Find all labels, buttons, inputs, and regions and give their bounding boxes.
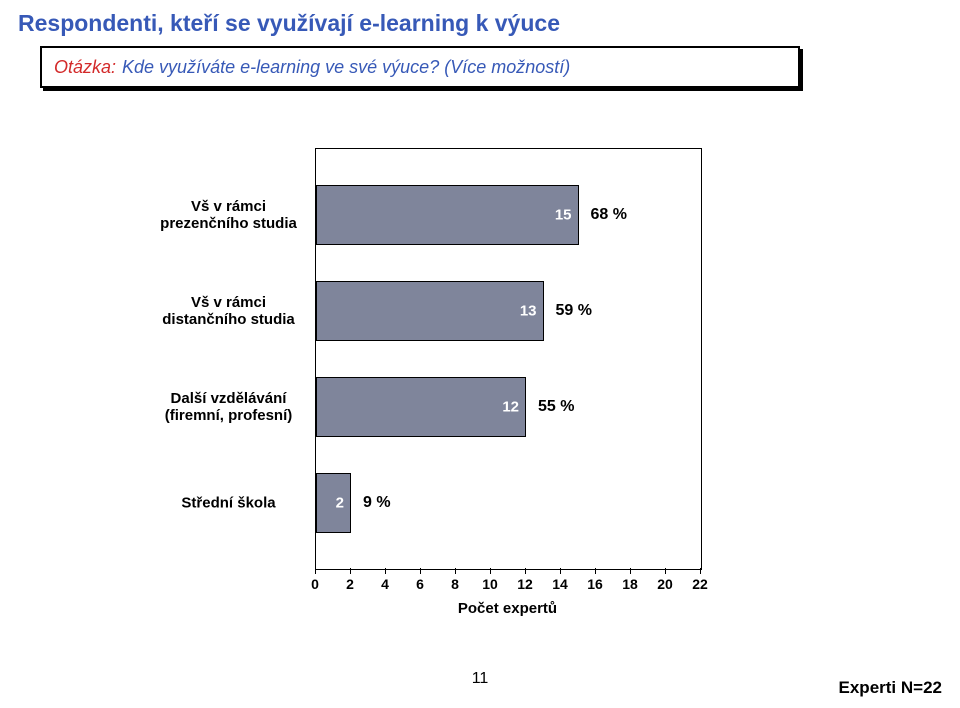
x-tick-label: 14 (552, 576, 568, 592)
x-tick-label: 2 (346, 576, 354, 592)
x-tick (630, 568, 631, 574)
x-tick-label: 22 (692, 576, 708, 592)
bar-chart: Vš v rámci prezenčního studia 15 68 % Vš v … (150, 140, 790, 640)
x-tick-label: 20 (657, 576, 673, 592)
bar: 2 (316, 473, 351, 533)
bar-percent: 55 % (538, 398, 574, 416)
footer-sample-size: Experti N=22 (839, 678, 942, 698)
x-tick (455, 568, 456, 574)
bar-percent: 59 % (556, 302, 592, 320)
x-tick-label: 10 (482, 576, 498, 592)
x-tick (665, 568, 666, 574)
bar: 13 (316, 281, 544, 341)
x-tick-label: 18 (622, 576, 638, 592)
x-tick (560, 568, 561, 574)
bar-value: 12 (502, 399, 519, 416)
category-label: Vš v rámci distančního studia (151, 294, 306, 329)
x-tick (420, 568, 421, 574)
x-tick-label: 16 (587, 576, 603, 592)
x-tick-label: 0 (311, 576, 319, 592)
x-tick (700, 568, 701, 574)
x-tick-label: 6 (416, 576, 424, 592)
bar-percent: 68 % (591, 206, 627, 224)
x-tick (595, 568, 596, 574)
bar-value: 15 (555, 207, 572, 224)
page-title: Respondenti, kteří se využívají e-learni… (18, 10, 560, 37)
plot-area: Vš v rámci prezenčního studia1568 %Vš v … (315, 148, 702, 570)
x-tick (315, 568, 316, 574)
page: Respondenti, kteří se využívají e-learni… (0, 0, 960, 708)
x-axis-title: Počet expertů (315, 600, 700, 617)
category-label: Další vzdělávání (firemní, profesní) (151, 390, 306, 425)
question-text: Kde využíváte e-learning ve své výuce? (… (122, 57, 570, 78)
page-number: 11 (0, 670, 960, 688)
x-tick (350, 568, 351, 574)
bar: 12 (316, 377, 526, 437)
bar-value: 13 (520, 303, 537, 320)
bar-percent: 9 % (363, 494, 391, 512)
x-tick (525, 568, 526, 574)
category-label: Vš v rámci prezenčního studia (151, 198, 306, 233)
bar: 15 (316, 185, 579, 245)
x-tick (385, 568, 386, 574)
category-label: Střední škola (151, 494, 306, 511)
question-box: Otázka: Kde využíváte e-learning ve své … (40, 46, 800, 88)
x-tick-label: 4 (381, 576, 389, 592)
x-tick-label: 12 (517, 576, 533, 592)
question-prefix: Otázka: (54, 57, 116, 78)
x-tick-label: 8 (451, 576, 459, 592)
bar-value: 2 (336, 495, 344, 512)
x-tick (490, 568, 491, 574)
